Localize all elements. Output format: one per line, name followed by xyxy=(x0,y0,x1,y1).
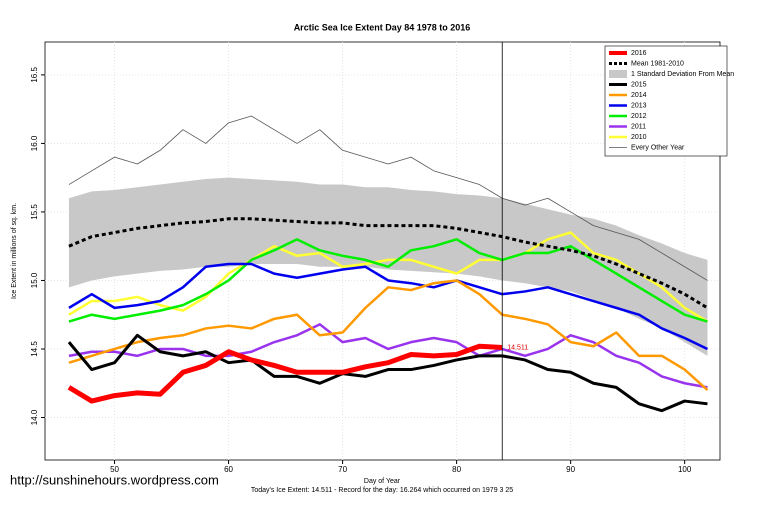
y-tick-label: 14.0 xyxy=(30,409,39,425)
legend-label: Mean 1981-2010 xyxy=(631,60,684,67)
footer: Today's Ice Extent: 14.511 - Record for … xyxy=(251,487,513,494)
y-axis-label: Ice Extent in millions of sq. km. xyxy=(11,203,18,299)
legend-label: 2013 xyxy=(631,102,647,109)
legend-label: 2016 xyxy=(631,50,647,57)
series-line xyxy=(68,231,709,323)
legend-label: 2010 xyxy=(631,134,647,141)
y-tick-label: 16.0 xyxy=(30,135,39,151)
x-tick-label: 50 xyxy=(110,465,119,474)
plot-frame xyxy=(44,41,721,461)
annotation: 14.511 xyxy=(507,344,528,351)
series-line xyxy=(68,323,708,389)
y-tick-label: 15.0 xyxy=(30,272,39,288)
series-line xyxy=(68,217,709,310)
chart-title: Arctic Sea Ice Extent Day 84 1978 to 201… xyxy=(294,22,471,32)
legend-label: 2015 xyxy=(631,81,647,88)
legend-label: 2011 xyxy=(631,123,646,130)
y-tick-label: 14.5 xyxy=(30,341,39,357)
x-tick-label: 90 xyxy=(566,465,575,474)
x-axis-label: Day of Year xyxy=(364,478,401,485)
series-line xyxy=(67,343,503,404)
x-tick-label: 100 xyxy=(678,465,692,474)
watermark: http://sunshinehours.wordpress.com xyxy=(10,472,219,487)
legend-label: Every Other Year xyxy=(631,144,685,151)
series-line xyxy=(68,238,708,323)
legend-swatch xyxy=(609,70,627,78)
series-line xyxy=(68,262,708,351)
legend-label: 2012 xyxy=(631,113,647,120)
series-line xyxy=(68,279,709,392)
x-tick-label: 70 xyxy=(338,465,347,474)
series-line xyxy=(67,333,708,413)
legend-label: 1 Standard Deviation From Mean xyxy=(631,71,734,78)
y-tick-label: 16.5 xyxy=(30,67,39,83)
y-tick-label: 15.5 xyxy=(30,204,39,220)
series-line xyxy=(68,115,708,281)
legend-label: 2014 xyxy=(631,92,647,99)
x-tick-label: 80 xyxy=(452,465,461,474)
x-tick-label: 60 xyxy=(224,465,233,474)
